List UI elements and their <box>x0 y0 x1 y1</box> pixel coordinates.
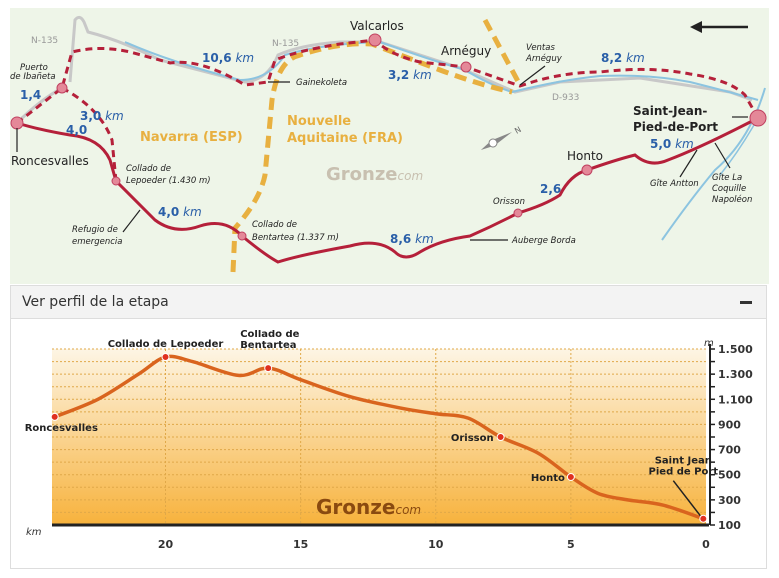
road-label: N-135 <box>31 36 58 46</box>
main-route <box>16 116 759 264</box>
waypoint-marker[interactable] <box>699 514 708 523</box>
place-bentartea: Collado de <box>252 220 297 230</box>
place-bentartea: Bentartea (1.337 m) <box>252 233 339 243</box>
waypoint-label: Orisson <box>451 433 494 444</box>
place-orisson: Orisson <box>493 197 525 207</box>
waypoint-marker[interactable] <box>566 472 575 481</box>
distance-label: 2,6 <box>540 182 561 196</box>
place-ibaneta: Puerto <box>20 63 48 73</box>
y-tick-label: 1.500 <box>718 343 753 356</box>
distance-label: 4,0 km <box>158 205 202 219</box>
distance-label: 4,0 <box>66 123 87 137</box>
place-lepoeder: Lepoeder (1.430 m) <box>126 176 211 186</box>
region-aquitaine: Nouvelle <box>287 114 351 129</box>
place-refugio: Refugio de <box>72 225 118 235</box>
place-gainekoleta: Gainekoleta <box>296 78 347 88</box>
place-auberge: Auberge Borda <box>511 236 576 246</box>
distance-label: 10,6 km <box>202 51 254 65</box>
distance-label: 8,2 km <box>601 51 645 65</box>
waypoint-sjpp[interactable] <box>749 109 767 127</box>
place-lepoeder: Collado de <box>126 164 171 174</box>
waypoint-label: Saint Jean Pied de Port <box>649 456 719 478</box>
distance-label: 8,6 km <box>390 232 434 246</box>
y-tick-label: 1.100 <box>718 393 753 406</box>
panel-title: Ver perfil de la etapa <box>22 294 169 310</box>
place-ventas: Arnéguy <box>525 53 563 64</box>
x-tick-label: 20 <box>158 538 174 551</box>
y-tick-label: 500 <box>718 469 741 482</box>
waypoint-orisson[interactable] <box>513 208 523 218</box>
svg-text:N: N <box>513 125 523 136</box>
y-tick-label: 700 <box>718 444 741 457</box>
road-label: D-933 <box>552 93 579 103</box>
place-ibaneta: de Ibañeta <box>10 72 56 82</box>
waypoint-marker[interactable] <box>161 353 170 362</box>
waypoint-label: Collado de Lepoeder <box>108 339 224 350</box>
waypoint-valcarlos[interactable] <box>368 33 382 47</box>
x-tick-label: 5 <box>567 538 575 551</box>
place-coquille: Gîte La <box>712 173 742 183</box>
map-canvas: N N-135 N-135 D-933 Roncesvalles Valcarl… <box>10 15 767 273</box>
leader-line <box>672 480 701 517</box>
waypoint-ibaneta[interactable] <box>56 82 68 94</box>
x-tick-label: 15 <box>293 538 308 551</box>
distance-label: 5,0 km <box>650 137 694 151</box>
y-tick-label: 1.300 <box>718 368 753 381</box>
place-coquille: Napoléon <box>712 194 752 205</box>
watermark: Gronzecom <box>326 164 423 185</box>
waypoint-lepoeder[interactable] <box>111 176 121 186</box>
place-ventas: Ventas <box>526 43 555 53</box>
minus-icon[interactable] <box>740 301 752 304</box>
elevation-profile-chart: 20 15 10 5 0 100 300 500 700 900 1.100 1.300 1.500 Ro… <box>25 330 753 551</box>
route-map[interactable]: N N-135 N-135 D-933 Roncesvalles Valcarl… <box>10 8 769 284</box>
alt-route <box>61 86 118 182</box>
y-tick-label: 100 <box>718 519 741 532</box>
place-coquille: Coquille <box>712 184 746 194</box>
waypoint-label: Roncesvalles <box>25 423 98 434</box>
waypoint-label: Collado de Bentartea <box>240 330 299 351</box>
arrow-left-icon <box>690 21 748 33</box>
waypoint-roncesvalles[interactable] <box>10 116 24 130</box>
place-roncesvalles: Roncesvalles <box>11 154 89 168</box>
place-honto: Honto <box>567 149 603 163</box>
place-valcarlos: Valcarlos <box>350 19 404 33</box>
chart-watermark: Gronzecom <box>316 495 421 519</box>
waypoint-marker[interactable] <box>496 433 505 441</box>
distance-label: 1,4 <box>20 88 41 102</box>
profile-panel-header[interactable]: Ver perfil de la etapa <box>10 285 767 319</box>
road-label: N-135 <box>272 39 299 49</box>
region-navarra: Navarra (ESP) <box>140 130 243 145</box>
waypoint-bentartea[interactable] <box>237 231 247 241</box>
place-sjpp: Pied-de-Port <box>633 120 718 134</box>
waypoint-marker[interactable] <box>50 412 59 421</box>
place-arneguy: Arnéguy <box>441 44 491 58</box>
waypoint-label: Honto <box>531 473 565 484</box>
x-tick-label: 10 <box>428 538 444 551</box>
alt-route <box>16 38 760 125</box>
region-border <box>482 18 523 87</box>
road <box>68 15 753 102</box>
x-tick-label: 0 <box>702 538 710 551</box>
place-refugio: emergencia <box>72 237 123 247</box>
region-aquitaine: Aquitaine (FRA) <box>287 131 403 146</box>
place-antton: Gîte Antton <box>650 179 699 189</box>
y-tick-label: 300 <box>718 494 741 507</box>
place-sjpp: Saint-Jean- <box>633 104 707 118</box>
y-axis-label: m <box>704 338 714 349</box>
x-axis-label: km <box>26 527 42 538</box>
waypoint-honto[interactable] <box>581 164 593 176</box>
waypoint-marker[interactable] <box>264 364 273 373</box>
waypoint-arneguy[interactable] <box>460 61 472 73</box>
distance-label: 3,0 km <box>80 109 124 123</box>
y-tick-label: 900 <box>718 418 741 431</box>
distance-label: 3,2 km <box>388 68 432 82</box>
compass-icon: N <box>480 125 523 150</box>
